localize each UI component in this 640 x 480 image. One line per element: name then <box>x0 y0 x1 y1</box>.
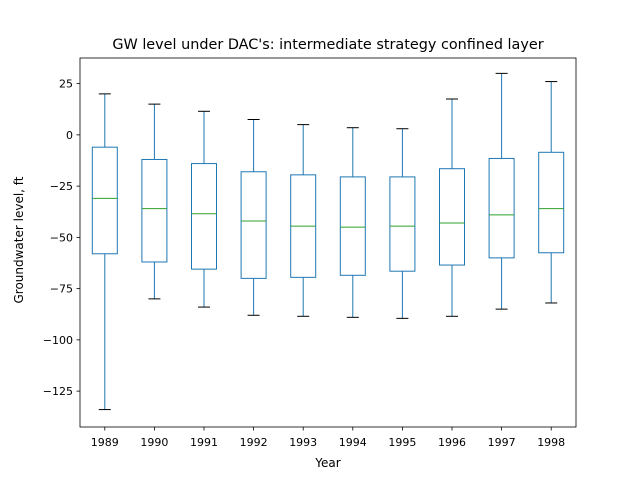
x-axis-label: Year <box>314 456 340 470</box>
box-iqr <box>91 146 118 255</box>
y-tick-label: −50 <box>50 231 73 244</box>
y-tick-label: −100 <box>43 334 73 347</box>
y-tick-label: −75 <box>50 283 73 296</box>
box-iqr <box>389 176 416 272</box>
y-tick-label: −25 <box>50 180 73 193</box>
x-tick-label: 1995 <box>388 436 416 449</box>
plot-area: 25 0 −25 −50 −75 −100 −125 1989 1990 1991 1992 1993… <box>43 72 565 449</box>
box-iqr <box>439 168 465 266</box>
box-iqr <box>538 151 565 254</box>
box-iqr <box>141 158 168 263</box>
y-tick-label: −125 <box>43 385 73 398</box>
x-tick-label: 1991 <box>190 436 218 449</box>
x-tick-label: 1993 <box>289 436 317 449</box>
x-tick-label: 1997 <box>488 436 516 449</box>
x-tick-label: 1996 <box>438 436 466 449</box>
axes-frame <box>79 57 577 428</box>
y-axis-label: Groundwater level, ft <box>12 176 26 303</box>
x-tick-label: 1990 <box>140 436 168 449</box>
box-iqr <box>488 157 515 259</box>
x-tick-label: 1994 <box>339 436 367 449</box>
box-iqr <box>191 163 217 270</box>
box-iqr <box>240 171 267 279</box>
x-tick-label: 1992 <box>240 436 268 449</box>
y-tick-label: 25 <box>59 78 73 91</box>
box-iqr <box>339 176 366 276</box>
x-tick-label: 1998 <box>537 436 565 449</box>
x-tick-label: 1989 <box>91 436 119 449</box>
y-tick-label: 0 <box>66 129 73 142</box>
chart-title: GW level under DAC's: intermediate strat… <box>112 37 543 53</box>
